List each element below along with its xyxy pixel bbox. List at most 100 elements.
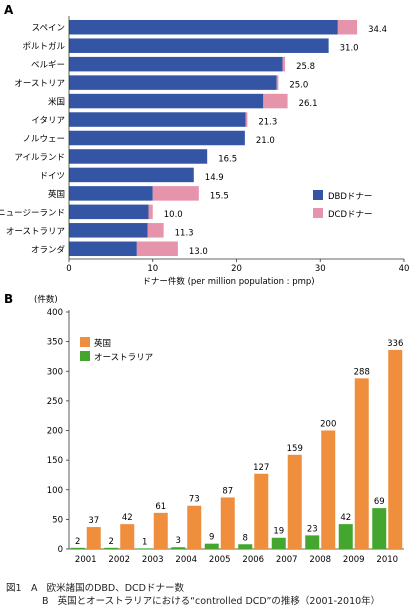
y-tick-label: 250 [47,397,63,407]
data-label-australia: 2 [75,537,80,547]
bar-dbd [69,241,137,257]
data-label: 14.9 [205,173,224,183]
data-label: 26.1 [299,99,318,109]
category-label: オーストラリア [6,227,65,237]
y-tick-label: 100 [47,486,63,496]
bar-australia [372,508,387,549]
caption-line-1: 図1 A 欧米諸国のDBD、DCDドナー数 [6,582,380,595]
data-label-uk: 159 [287,444,303,454]
bar-uk [254,473,269,549]
y-tick-label: 300 [47,367,63,377]
data-label-australia: 42 [340,513,351,523]
bar-uk [153,512,168,549]
legend-label: 英国 [94,338,111,349]
panel-label-a: A [4,3,14,17]
chart-a: A スペイン 34.4 ポルトガル 31.0 ベルギー 25.8 オーストリア 25.0 米国 26… [0,3,410,287]
y-tick-label: 350 [47,338,63,348]
bar-uk [321,430,336,549]
data-label-uk: 37 [88,516,99,526]
bar-dbd [69,19,338,35]
category-label: アイルランド [14,153,65,163]
y-tick-label: 400 [47,308,63,318]
category-label: ノルウェー [22,135,65,145]
y-tick-label: 150 [47,456,63,466]
bar-australia [104,547,119,549]
bar-australia [137,548,152,550]
legend-swatch [313,208,323,218]
bar-uk [86,527,101,549]
x-tick-label: 2004 [175,555,197,565]
category-label: 米国 [48,97,65,108]
category-label: ニュージーランド [0,208,65,218]
bar-uk [287,454,302,549]
data-label: 13.0 [189,247,208,257]
caption-line-2-text: 英国とオーストラリアにおける“controlled DCD”の推移（2001-2… [57,596,381,607]
x-tick-label: 2001 [75,555,97,565]
bar-australia [204,543,219,549]
figure-caption: 図1 A 欧米諸国のDBD、DCDドナー数 B 英国とオーストラリアにおける“c… [6,582,380,608]
y-tick-label: 200 [47,427,63,437]
bar-uk [187,505,202,549]
legend-swatch [313,190,323,200]
data-label-australia: 2 [109,537,114,547]
bar-dcd [152,186,199,201]
data-label-australia: 1 [142,537,147,547]
data-label-uk: 336 [387,339,403,349]
x-tick-label: 10 [147,264,158,274]
x-tick-label: 20 [231,264,242,274]
category-label: オランダ [31,244,66,255]
data-label-uk: 127 [253,463,269,473]
data-label: 34.4 [368,25,387,35]
x-tick-label: 40 [399,264,410,274]
x-tick-label: 2008 [309,555,331,565]
legend-label: DBDドナー [328,192,372,202]
x-tick-label: 2007 [276,555,298,565]
panel-label-b: B [4,292,13,306]
caption-line-1-prefix: 図1 A [6,583,38,594]
bar-dcd [148,204,153,220]
bar-uk [220,497,235,549]
bar-dbd [69,93,264,109]
data-label-uk: 73 [189,495,200,505]
bar-australia [70,547,85,549]
x-tick-label: 2009 [343,555,365,565]
chart-b: B (件数)05010015020025030035040023720012422… [4,292,404,565]
caption-line-2-prefix: B [42,596,49,607]
data-label: 21.3 [258,118,277,128]
legend-swatch [80,337,90,347]
x-tick-label: 0 [66,264,71,274]
data-label: 11.3 [175,228,194,238]
bar-australia [305,535,320,549]
data-label: 10.0 [164,210,183,220]
x-axis-title: ドナー件数 (per million population : pmp) [142,276,314,287]
data-label-australia: 8 [243,533,248,543]
bar-dbd [69,38,329,53]
category-label: 英国 [48,189,65,200]
bar-dbd [69,223,148,238]
category-label: ドイツ [39,171,65,181]
legend-label: DCDドナー [328,210,373,220]
y-axis-title: (件数) [34,294,58,305]
data-label: 15.5 [210,191,229,201]
legend-label: オーストラリア [94,353,153,363]
data-label-uk: 200 [320,420,336,430]
bar-dcd [282,56,286,72]
bar-australia [238,544,253,549]
bar-uk [388,349,403,549]
bar-dbd [69,149,208,164]
data-label-uk: 288 [354,367,370,377]
data-label: 31.0 [340,44,359,54]
bar-dcd [337,19,358,35]
bar-uk [354,378,369,549]
category-label: ポルトガル [22,41,65,52]
bar-dbd [69,167,194,183]
bar-australia [171,547,186,549]
bar-australia [338,524,353,549]
category-label: ベルギー [31,61,65,71]
caption-line-2: B 英国とオーストラリアにおける“controlled DCD”の推移（2001… [6,595,380,608]
bar-australia [271,537,286,549]
bar-dbd [69,75,277,90]
x-tick-label: 2006 [242,555,264,565]
data-label-uk: 42 [122,513,133,523]
bar-dcd [276,75,279,90]
